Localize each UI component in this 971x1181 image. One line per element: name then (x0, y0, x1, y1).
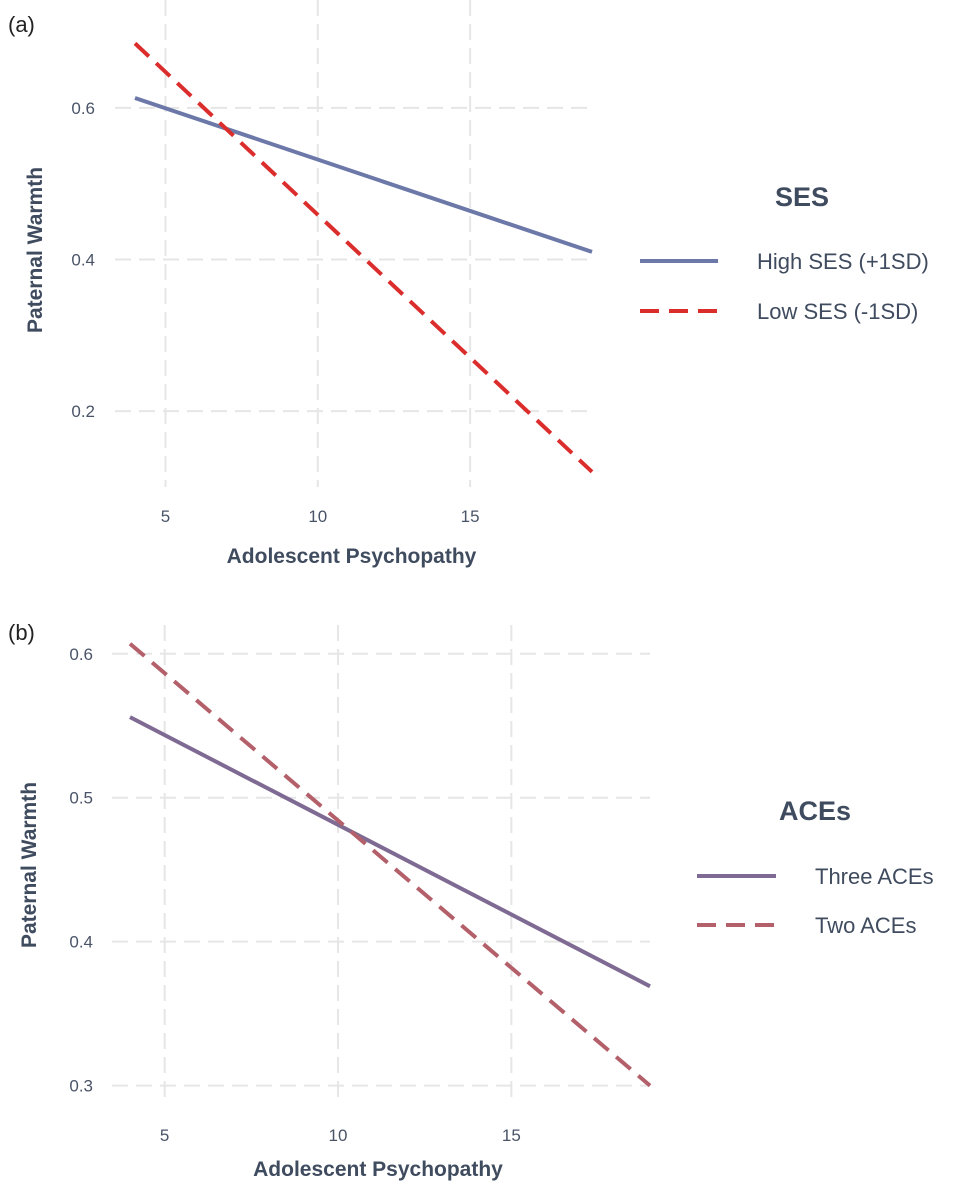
y-tick-label: 0.4 (69, 933, 93, 952)
panel-label: (a) (8, 12, 35, 37)
legend-label: Two ACEs (815, 913, 916, 938)
series-line-1 (128, 642, 652, 1088)
x-tick-label: 5 (161, 507, 170, 526)
y-tick-label: 0.4 (71, 251, 95, 270)
legend-title: ACEs (779, 796, 851, 826)
y-axis-title: Paternal Warmth (24, 167, 47, 333)
x-tick-label: 10 (329, 1126, 348, 1145)
y-tick-label: 0.6 (69, 645, 93, 664)
series-line-0 (129, 715, 651, 989)
x-tick-label: 15 (502, 1126, 521, 1145)
series-line-0 (134, 96, 593, 254)
y-tick-label: 0.5 (69, 789, 93, 808)
y-axis-title: Paternal Warmth (18, 782, 41, 948)
series-line-1 (133, 41, 594, 474)
y-tick-label: 0.3 (69, 1077, 93, 1096)
chart-panel: (b) 5 10 15 0.3 0.4 0.5 0.6 Adolescent Psychopat… (8, 620, 934, 1181)
legend-title: SES (775, 182, 829, 212)
x-axis-title: Adolescent Psychopathy (227, 545, 477, 568)
panel-label: (b) (8, 620, 35, 645)
legend-label: Low SES (-1SD) (757, 299, 918, 324)
x-axis-title: Adolescent Psychopathy (253, 1158, 503, 1181)
x-tick-label: 10 (308, 507, 327, 526)
x-tick-label: 5 (160, 1126, 169, 1145)
y-tick-label: 0.2 (71, 402, 95, 421)
legend-label: High SES (+1SD) (757, 249, 929, 274)
y-tick-label: 0.6 (71, 99, 95, 118)
legend-label: Three ACEs (815, 864, 934, 889)
chart-panel: (a) 5 10 15 0.2 0.4 0.6 Adolescent Psychopathy P… (8, 0, 929, 568)
x-tick-label: 15 (461, 507, 480, 526)
